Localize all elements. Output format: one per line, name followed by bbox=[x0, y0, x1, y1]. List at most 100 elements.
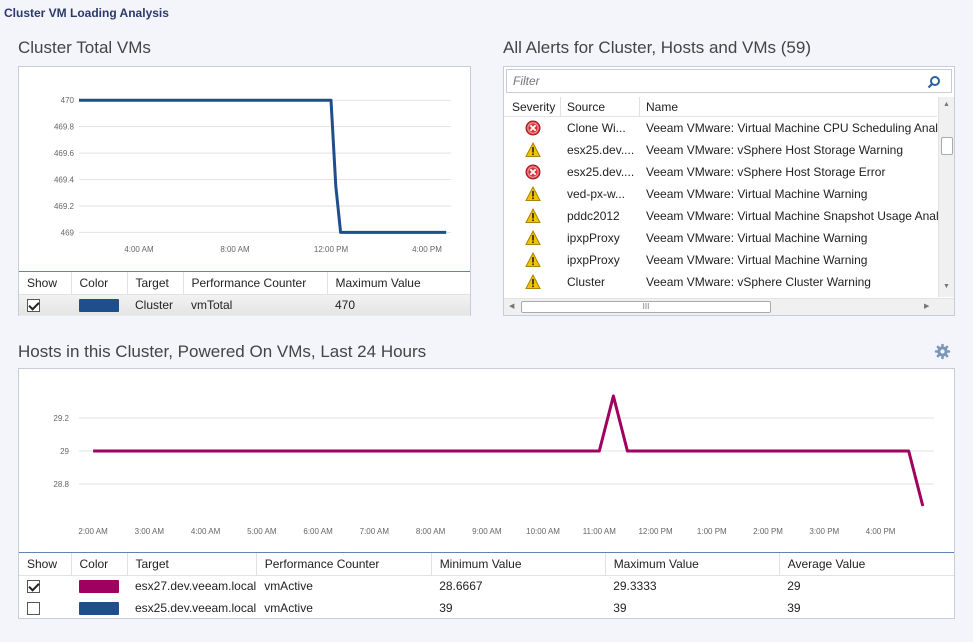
alert-source: Clone Wi... bbox=[567, 121, 626, 135]
x-tick-label: 4:00 AM bbox=[124, 245, 154, 254]
show-checkbox[interactable] bbox=[27, 299, 40, 313]
cluster-vms-chart: 470 469.8 469.6 469.4 469.2 469 4:00 AM 8:00 AM… bbox=[54, 96, 451, 254]
col-show[interactable]: Show bbox=[19, 272, 72, 294]
x-tick-label: 10:00 AM bbox=[526, 527, 560, 536]
alert-row[interactable]: esx25.dev.... Veeam VMware: vSphere Host … bbox=[504, 161, 937, 183]
search-icon[interactable] bbox=[927, 75, 941, 89]
alert-name: Veeam VMware: vSphere Host Storage Warni… bbox=[646, 143, 904, 157]
x-tick-label: 4:00 PM bbox=[412, 245, 442, 254]
target-cell: esx25.dev.veeam.local bbox=[135, 601, 257, 615]
gear-icon[interactable] bbox=[934, 343, 951, 360]
filter-box bbox=[506, 69, 952, 93]
x-tick-label: 3:00 AM bbox=[135, 527, 165, 536]
col-counter[interactable]: Performance Counter bbox=[256, 553, 432, 575]
cluster-vms-title: Cluster Total VMs bbox=[18, 38, 151, 57]
error-icon bbox=[525, 164, 541, 180]
x-tick-label: 2:00 PM bbox=[753, 527, 783, 536]
col-show[interactable]: Show bbox=[19, 553, 72, 575]
col-target[interactable]: Target bbox=[127, 272, 184, 294]
x-tick-label: 12:00 PM bbox=[314, 245, 349, 254]
x-tick-label: 4:00 AM bbox=[191, 527, 221, 536]
alerts-table: Severity Source Name Clone Wi... Veeam VM… bbox=[504, 97, 938, 293]
color-swatch bbox=[79, 580, 119, 594]
alert-row[interactable]: ipxpProxy Veeam VMware: Virtual Machine W… bbox=[504, 227, 937, 249]
alert-name: Veeam VMware: Virtual Machine Warning bbox=[646, 253, 868, 267]
warning-icon bbox=[525, 274, 541, 289]
alerts-vscroll[interactable]: ▲ ▼ bbox=[938, 97, 954, 297]
col-min[interactable]: Minimum Value bbox=[431, 553, 606, 575]
hosts-panel: 29.2 29 28.8 2:00 AM 3:00 AM 4:00 AM 5:00 AM 6:… bbox=[18, 368, 955, 619]
col-max[interactable]: Maximum Value bbox=[605, 553, 780, 575]
col-name[interactable]: Name bbox=[646, 100, 679, 114]
alerts-panel: Severity Source Name Clone Wi... Veeam VM… bbox=[503, 66, 955, 316]
alerts-title: All Alerts for Cluster, Hosts and VMs (5… bbox=[503, 38, 811, 57]
hscroll-thumb[interactable]: III bbox=[521, 301, 771, 313]
alert-row[interactable]: ved-px-w... Veeam VMware: Virtual Machine… bbox=[504, 183, 937, 205]
vscroll-thumb[interactable] bbox=[941, 137, 953, 155]
y-tick-label: 470 bbox=[61, 96, 75, 105]
legend-row[interactable]: esx27.dev.veeam.local vmActive 28.6667 2… bbox=[19, 575, 954, 597]
alert-name: Veeam VMware: Virtual Machine CPU Schedu… bbox=[646, 121, 938, 135]
col-color[interactable]: Color bbox=[71, 553, 128, 575]
filter-input[interactable] bbox=[511, 71, 911, 91]
alert-row[interactable]: esx25.dev.... Veeam VMware: vSphere Host … bbox=[504, 139, 937, 161]
scroll-up-arrow[interactable]: ▲ bbox=[943, 101, 950, 108]
warning-icon bbox=[525, 142, 541, 157]
y-tick-label: 29 bbox=[60, 447, 69, 456]
legend-row[interactable]: Cluster vmTotal 470 bbox=[19, 294, 470, 316]
x-tick-label: 8:00 AM bbox=[416, 527, 446, 536]
page-title: Cluster VM Loading Analysis bbox=[4, 6, 169, 20]
y-tick-label: 469.2 bbox=[54, 202, 75, 211]
legend-row[interactable]: esx25.dev.veeam.local vmActive 39 39 39 bbox=[19, 597, 954, 619]
x-tick-label: 12:00 PM bbox=[638, 527, 673, 536]
y-tick-label: 469.6 bbox=[54, 149, 75, 158]
min-cell: 39 bbox=[439, 601, 453, 615]
target-cell: esx27.dev.veeam.local bbox=[135, 579, 257, 594]
x-tick-label: 5:00 AM bbox=[247, 527, 277, 536]
alerts-header: Severity Source Name bbox=[504, 97, 937, 117]
y-tick-label: 29.2 bbox=[53, 414, 69, 423]
alert-name: Veeam VMware: Virtual Machine Warning bbox=[646, 231, 868, 245]
alert-row[interactable]: pddc2012 Veeam VMware: Virtual Machine Sn… bbox=[504, 205, 938, 227]
series-line bbox=[93, 394, 925, 507]
alert-row[interactable]: Cluster Veeam VMware: vSphere Cluster War… bbox=[504, 271, 937, 293]
scroll-down-arrow[interactable]: ▼ bbox=[943, 283, 950, 290]
col-counter[interactable]: Performance Counter bbox=[183, 272, 328, 294]
cluster-vms-legend: Show Color Target Performance Counter Ma… bbox=[19, 271, 470, 316]
show-checkbox[interactable] bbox=[27, 580, 40, 594]
col-max[interactable]: Maximum Value bbox=[335, 275, 421, 290]
alert-source: esx25.dev.... bbox=[567, 143, 635, 157]
col-severity[interactable]: Severity bbox=[512, 100, 556, 114]
show-checkbox[interactable] bbox=[27, 602, 40, 616]
col-avg[interactable]: Average Value bbox=[787, 556, 866, 571]
y-tick-label: 469.8 bbox=[54, 123, 75, 132]
alert-row[interactable]: Clone Wi... Veeam VMware: Virtual Machine… bbox=[504, 117, 938, 139]
y-tick-label: 28.8 bbox=[53, 480, 69, 489]
warning-icon bbox=[525, 186, 541, 201]
x-tick-label: 1:00 PM bbox=[697, 527, 727, 536]
alert-source: ipxpProxy bbox=[567, 253, 620, 267]
x-tick-label: 9:00 AM bbox=[472, 527, 502, 536]
alert-source: Cluster bbox=[567, 275, 606, 289]
col-color[interactable]: Color bbox=[71, 272, 128, 294]
alerts-hscroll[interactable]: ◀ III ▶ bbox=[504, 298, 954, 315]
alert-row[interactable]: ipxpProxy Veeam VMware: Virtual Machine W… bbox=[504, 249, 937, 271]
cluster-vms-panel: 470 469.8 469.6 469.4 469.2 469 4:00 AM 8:00 AM… bbox=[18, 66, 471, 316]
x-tick-label: 7:00 AM bbox=[360, 527, 390, 536]
avg-cell: 29 bbox=[787, 579, 801, 594]
target-cell: Cluster bbox=[127, 294, 183, 316]
error-icon bbox=[525, 120, 541, 136]
scroll-left-arrow[interactable]: ◀ bbox=[509, 303, 515, 310]
x-tick-label: 8:00 AM bbox=[220, 245, 250, 254]
max-cell: 39 bbox=[613, 601, 627, 615]
counter-cell: vmActive bbox=[264, 601, 313, 615]
col-target[interactable]: Target bbox=[127, 553, 257, 575]
scroll-right-arrow[interactable]: ▶ bbox=[924, 303, 930, 310]
alert-source: ved-px-w... bbox=[567, 187, 626, 201]
x-tick-label: 3:00 PM bbox=[809, 527, 839, 536]
x-tick-label: 2:00 AM bbox=[78, 527, 108, 536]
max-cell: 470 bbox=[327, 294, 470, 316]
alert-source: esx25.dev.... bbox=[567, 165, 635, 179]
avg-cell: 39 bbox=[787, 601, 801, 615]
col-source[interactable]: Source bbox=[567, 100, 606, 114]
